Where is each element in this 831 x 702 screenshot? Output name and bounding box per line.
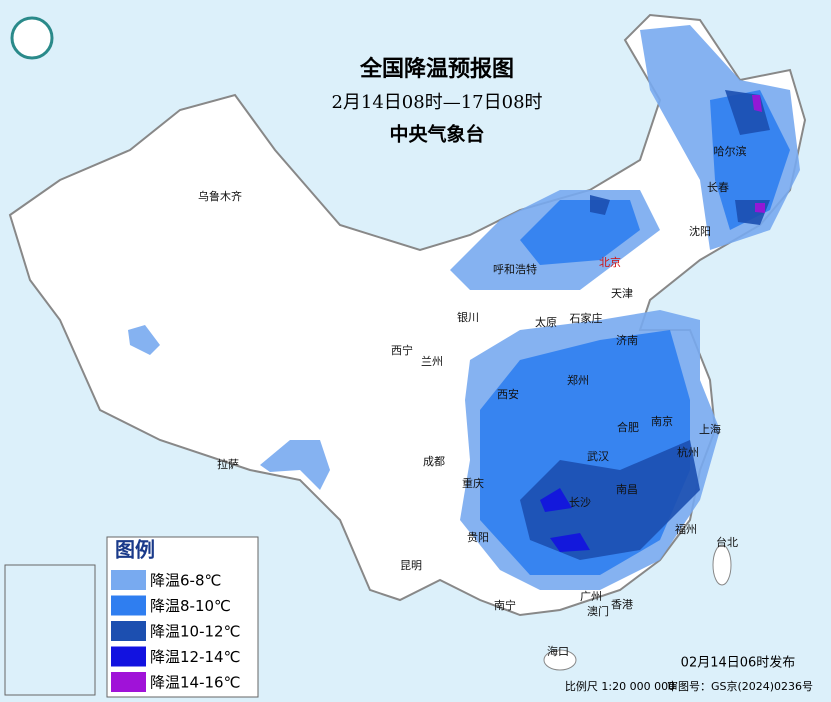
cooling-region <box>550 533 590 552</box>
city-label: 合肥 <box>617 420 639 434</box>
period: 2月14日08时—17日08时 <box>331 92 542 113</box>
city-label: 银川 <box>457 310 479 324</box>
city-label: 乌鲁木齐 <box>198 189 242 203</box>
issued-time: 02月14日06时发布 <box>681 655 796 671</box>
cooling-region <box>590 195 610 215</box>
city-label: 郑州 <box>567 373 589 387</box>
legend-title: 图例 <box>115 538 155 562</box>
map-title: 全国降温预报图 <box>359 56 514 82</box>
legend-box <box>106 536 259 698</box>
city-label: 哈尔滨 <box>714 144 747 158</box>
city-label: 长春 <box>707 181 729 194</box>
city-label: 贵阳 <box>467 531 489 544</box>
city-label: 兰州 <box>421 355 443 368</box>
city-label: 武汉 <box>587 450 609 463</box>
cooling-region <box>520 200 640 265</box>
scale: 比例尺 1:20 000 000 <box>565 679 675 693</box>
city-label: 济南 <box>616 333 638 347</box>
city-label: 南昌 <box>616 483 638 496</box>
legend-swatch <box>111 646 146 667</box>
city-label: 澳门 <box>587 604 609 618</box>
city-label: 昆明 <box>400 559 422 572</box>
city-label: 西宁 <box>391 343 413 357</box>
legend-label: 降温14-16℃ <box>150 674 240 692</box>
city-label: 杭州 <box>677 445 699 459</box>
inset-map <box>4 564 96 696</box>
legend-label: 降温6-8℃ <box>150 572 221 590</box>
legend-label: 降温10-12℃ <box>150 623 240 641</box>
cooling-region <box>520 440 700 560</box>
city-label: 海口 <box>547 644 569 658</box>
legend-label: 降温8-10℃ <box>150 597 231 615</box>
legend-swatch <box>111 595 146 616</box>
cooling-region <box>755 203 765 213</box>
city-label: 广州 <box>580 590 602 603</box>
city-label: 拉萨 <box>217 457 239 471</box>
legend-swatch <box>111 570 146 590</box>
city-label: 石家庄 <box>570 311 603 325</box>
legend-swatch <box>111 621 146 641</box>
approval: 审图号：GS京(2024)0236号 <box>667 679 813 693</box>
city-label: 呼和浩特 <box>493 262 537 276</box>
city-label: 天津 <box>611 287 633 300</box>
city-label: 沈阳 <box>689 224 711 238</box>
cooling-region <box>710 90 790 230</box>
legend-swatch <box>111 672 146 692</box>
city-label: 成都 <box>423 455 445 468</box>
hainan <box>543 649 577 671</box>
city-label: 香港 <box>611 598 633 611</box>
city-label: 长沙 <box>569 496 591 509</box>
city-label: 西安 <box>497 387 519 401</box>
city-label: 太原 <box>535 316 557 329</box>
city-label: 福州 <box>675 522 697 536</box>
city-label: 重庆 <box>462 476 484 490</box>
logo <box>10 16 54 60</box>
city-label: 南宁 <box>494 598 516 612</box>
cooling-region <box>128 325 160 355</box>
cooling-region <box>260 440 330 490</box>
taiwan <box>712 544 732 586</box>
cooling-region <box>540 488 572 512</box>
city-label: 上海 <box>699 422 721 436</box>
city-label: 南京 <box>651 414 673 428</box>
legend-label: 降温12-14℃ <box>150 648 240 666</box>
cooling-region <box>752 95 762 112</box>
city-label: 台北 <box>716 535 738 549</box>
city-label: 北京 <box>599 255 621 269</box>
issuer: 中央气象台 <box>389 123 484 146</box>
